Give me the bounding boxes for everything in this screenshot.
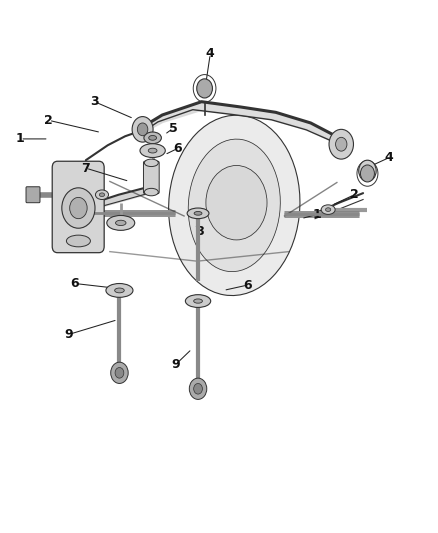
- Circle shape: [189, 378, 207, 399]
- Ellipse shape: [325, 208, 331, 212]
- Circle shape: [62, 188, 95, 228]
- Ellipse shape: [95, 190, 109, 199]
- Circle shape: [206, 165, 267, 240]
- Ellipse shape: [115, 288, 124, 293]
- Ellipse shape: [116, 220, 126, 225]
- FancyBboxPatch shape: [26, 187, 40, 203]
- Ellipse shape: [169, 115, 300, 295]
- Ellipse shape: [185, 295, 211, 308]
- Text: 2: 2: [44, 114, 53, 127]
- Text: 9: 9: [64, 328, 73, 341]
- Text: 9: 9: [171, 358, 180, 372]
- Ellipse shape: [145, 188, 158, 196]
- Circle shape: [359, 160, 376, 181]
- Circle shape: [115, 368, 124, 378]
- Text: 6: 6: [173, 142, 182, 155]
- Ellipse shape: [194, 212, 202, 215]
- Ellipse shape: [99, 193, 105, 197]
- Circle shape: [138, 123, 148, 136]
- Ellipse shape: [106, 284, 133, 297]
- Text: 7: 7: [81, 161, 90, 175]
- Text: 4: 4: [206, 47, 215, 60]
- Ellipse shape: [140, 144, 165, 158]
- Text: 6: 6: [243, 279, 252, 292]
- Ellipse shape: [148, 148, 157, 153]
- Ellipse shape: [149, 135, 156, 140]
- Ellipse shape: [188, 139, 280, 272]
- Text: 5: 5: [169, 122, 177, 135]
- Ellipse shape: [67, 235, 90, 247]
- Circle shape: [329, 130, 353, 159]
- FancyBboxPatch shape: [144, 161, 159, 193]
- Text: 6: 6: [71, 277, 79, 290]
- Text: 1: 1: [313, 208, 321, 221]
- Circle shape: [132, 117, 153, 142]
- Text: 3: 3: [90, 95, 99, 108]
- Text: 4: 4: [385, 151, 394, 164]
- Ellipse shape: [145, 159, 158, 166]
- Text: 2: 2: [350, 188, 359, 201]
- Text: 1: 1: [16, 132, 25, 146]
- Ellipse shape: [194, 299, 202, 303]
- Circle shape: [111, 362, 128, 383]
- FancyBboxPatch shape: [52, 161, 104, 253]
- Circle shape: [336, 138, 347, 151]
- Text: 8: 8: [195, 225, 204, 238]
- Ellipse shape: [144, 132, 161, 144]
- Circle shape: [70, 197, 87, 219]
- Ellipse shape: [107, 215, 135, 230]
- Circle shape: [197, 79, 212, 98]
- Ellipse shape: [187, 208, 209, 219]
- Ellipse shape: [321, 205, 335, 214]
- Circle shape: [194, 383, 202, 394]
- Circle shape: [360, 165, 374, 182]
